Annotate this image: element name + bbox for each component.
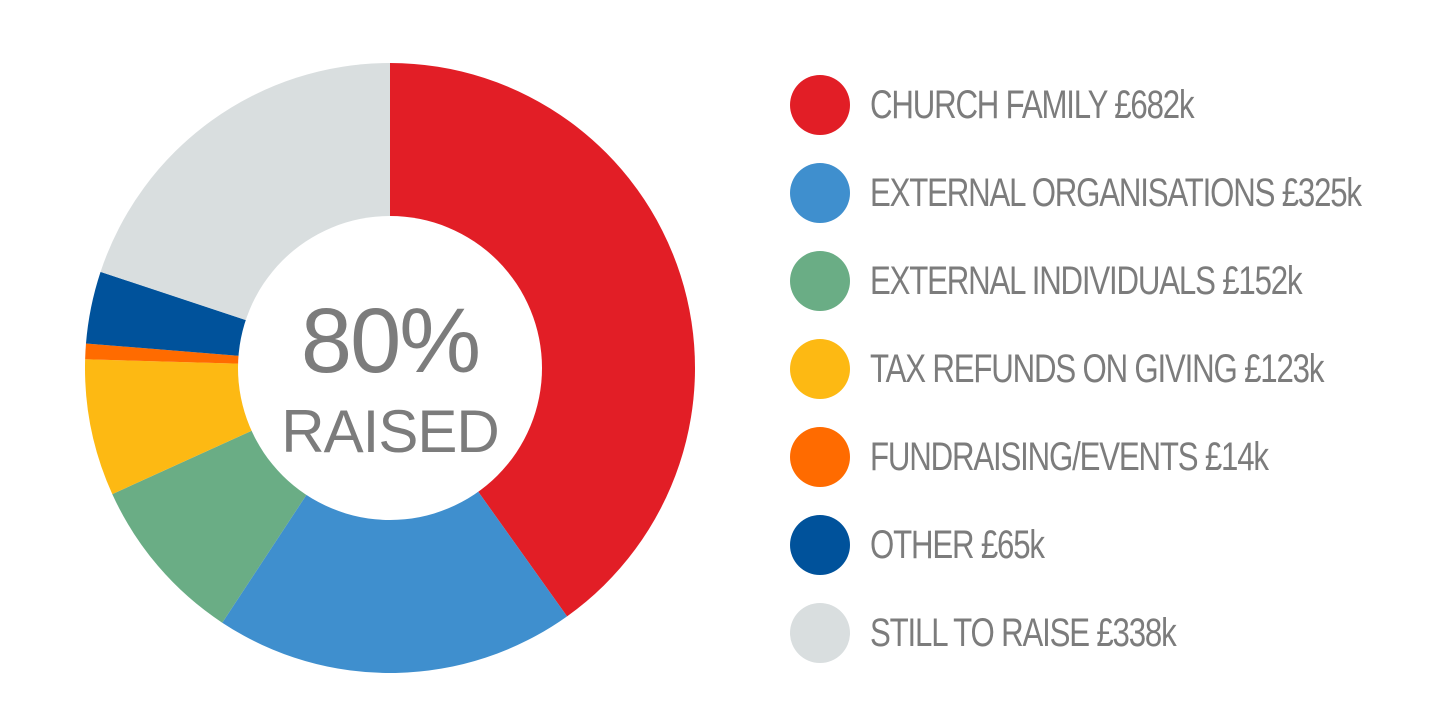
donut-hole — [238, 216, 542, 520]
legend-item-6: STILL TO RAISE £338k — [790, 603, 1430, 663]
legend-item-2: EXTERNAL INDIVIDUALS £152k — [790, 251, 1430, 311]
legend-item-0: CHURCH FAMILY £682k — [790, 75, 1430, 135]
legend-item-3: TAX REFUNDS ON GIVING £123k — [790, 339, 1430, 399]
center-percent-label: 80% — [301, 290, 479, 392]
legend-swatch-0 — [790, 75, 850, 135]
legend-label-1: EXTERNAL ORGANISATIONS £325k — [870, 170, 1362, 215]
center-raised-label: RAISED — [281, 398, 498, 465]
legend-item-1: EXTERNAL ORGANISATIONS £325k — [790, 163, 1430, 223]
legend-swatch-2 — [790, 251, 850, 311]
legend-label-6: STILL TO RAISE £338k — [870, 610, 1177, 655]
legend-swatch-1 — [790, 163, 850, 223]
donut-slices — [85, 63, 695, 673]
legend-label-0: CHURCH FAMILY £682k — [870, 82, 1195, 127]
legend-label-4: FUNDRAISING/EVENTS £14k — [870, 434, 1269, 479]
legend-swatch-4 — [790, 427, 850, 487]
legend-item-5: OTHER £65k — [790, 515, 1430, 575]
legend-label-2: EXTERNAL INDIVIDUALS £152k — [870, 258, 1303, 303]
legend-swatch-6 — [790, 603, 850, 663]
donut-slice-0 — [390, 63, 695, 617]
legend-item-4: FUNDRAISING/EVENTS £14k — [790, 427, 1430, 487]
donut-slice-1 — [222, 368, 568, 673]
legend-label-3: TAX REFUNDS ON GIVING £123k — [870, 346, 1324, 391]
legend-label-5: OTHER £65k — [870, 522, 1045, 567]
legend-swatch-5 — [790, 515, 850, 575]
donut-chart: 80% RAISED — [85, 63, 695, 673]
chart-legend: CHURCH FAMILY £682k EXTERNAL ORGANISATION… — [790, 75, 1430, 691]
legend-swatch-3 — [790, 339, 850, 399]
